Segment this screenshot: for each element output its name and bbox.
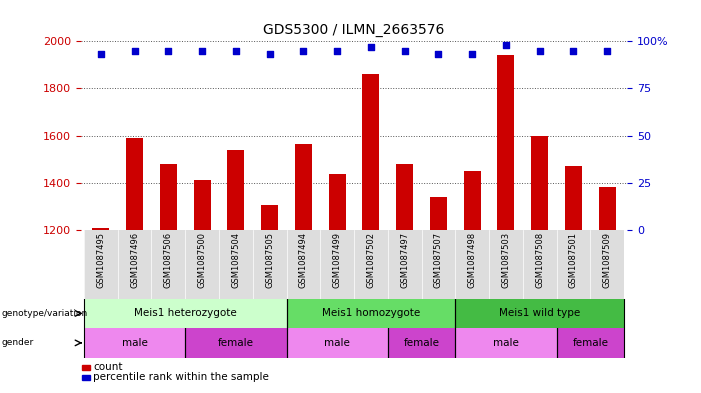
- Text: GSM1087499: GSM1087499: [333, 232, 341, 288]
- Bar: [531, 136, 548, 393]
- Bar: [463, 171, 481, 393]
- Text: GSM1087495: GSM1087495: [96, 232, 105, 288]
- Text: Meis1 wild type: Meis1 wild type: [499, 309, 580, 318]
- Bar: [362, 74, 379, 393]
- Bar: [185, 328, 287, 358]
- Text: GSM1087500: GSM1087500: [198, 232, 207, 288]
- Bar: [84, 230, 118, 299]
- Text: GSM1087505: GSM1087505: [265, 232, 274, 288]
- Text: GSM1087496: GSM1087496: [130, 232, 139, 288]
- Point: [230, 48, 241, 54]
- Bar: [388, 230, 421, 299]
- Bar: [599, 187, 615, 393]
- Point: [399, 48, 410, 54]
- Text: GSM1087502: GSM1087502: [367, 232, 375, 288]
- Bar: [329, 174, 346, 393]
- Bar: [455, 230, 489, 299]
- Text: genotype/variation: genotype/variation: [1, 309, 88, 318]
- Bar: [320, 230, 354, 299]
- Bar: [126, 138, 143, 393]
- Text: GSM1087498: GSM1087498: [468, 232, 477, 288]
- Bar: [84, 299, 287, 328]
- Point: [601, 48, 613, 54]
- Bar: [219, 230, 253, 299]
- Point: [298, 48, 309, 54]
- Point: [534, 48, 545, 54]
- Text: male: male: [122, 338, 147, 348]
- Text: male: male: [493, 338, 519, 348]
- Bar: [489, 230, 523, 299]
- Text: GSM1087504: GSM1087504: [231, 232, 240, 288]
- Point: [264, 51, 275, 58]
- Bar: [523, 230, 557, 299]
- Bar: [227, 150, 245, 393]
- Bar: [455, 299, 624, 328]
- Point: [129, 48, 140, 54]
- Text: GSM1087508: GSM1087508: [535, 232, 544, 288]
- Bar: [287, 230, 320, 299]
- Bar: [565, 166, 582, 393]
- Text: female: female: [404, 338, 440, 348]
- Point: [433, 51, 444, 58]
- Text: count: count: [93, 362, 123, 373]
- Text: GSM1087509: GSM1087509: [603, 232, 612, 288]
- Text: GSM1087503: GSM1087503: [501, 232, 510, 288]
- Bar: [118, 230, 151, 299]
- Bar: [388, 328, 455, 358]
- Bar: [151, 230, 185, 299]
- Bar: [287, 328, 388, 358]
- Point: [196, 48, 207, 54]
- Bar: [421, 230, 455, 299]
- Bar: [253, 230, 287, 299]
- Bar: [498, 55, 515, 393]
- Bar: [193, 180, 210, 393]
- Text: female: female: [218, 338, 254, 348]
- Bar: [160, 164, 177, 393]
- Bar: [261, 205, 278, 393]
- Text: GSM1087507: GSM1087507: [434, 232, 443, 288]
- Point: [332, 48, 343, 54]
- Point: [568, 48, 579, 54]
- Bar: [354, 230, 388, 299]
- Point: [467, 51, 478, 58]
- Text: GSM1087497: GSM1087497: [400, 232, 409, 288]
- Bar: [287, 299, 455, 328]
- Text: GSM1087494: GSM1087494: [299, 232, 308, 288]
- Text: male: male: [324, 338, 350, 348]
- Point: [163, 48, 174, 54]
- Bar: [185, 230, 219, 299]
- Point: [501, 42, 512, 48]
- Bar: [590, 230, 624, 299]
- Title: GDS5300 / ILMN_2663576: GDS5300 / ILMN_2663576: [264, 24, 444, 37]
- Bar: [84, 328, 185, 358]
- Point: [95, 51, 107, 58]
- Text: gender: gender: [1, 338, 34, 347]
- Text: GSM1087501: GSM1087501: [569, 232, 578, 288]
- Text: GSM1087506: GSM1087506: [164, 232, 173, 288]
- Text: female: female: [572, 338, 608, 348]
- Bar: [430, 197, 447, 393]
- Text: Meis1 homozygote: Meis1 homozygote: [322, 309, 420, 318]
- Bar: [295, 144, 312, 393]
- Bar: [396, 164, 413, 393]
- Bar: [455, 328, 557, 358]
- Text: percentile rank within the sample: percentile rank within the sample: [93, 372, 269, 382]
- Bar: [93, 228, 109, 393]
- Point: [365, 44, 376, 50]
- Text: Meis1 heterozygote: Meis1 heterozygote: [134, 309, 237, 318]
- Bar: [557, 328, 624, 358]
- Bar: [557, 230, 590, 299]
